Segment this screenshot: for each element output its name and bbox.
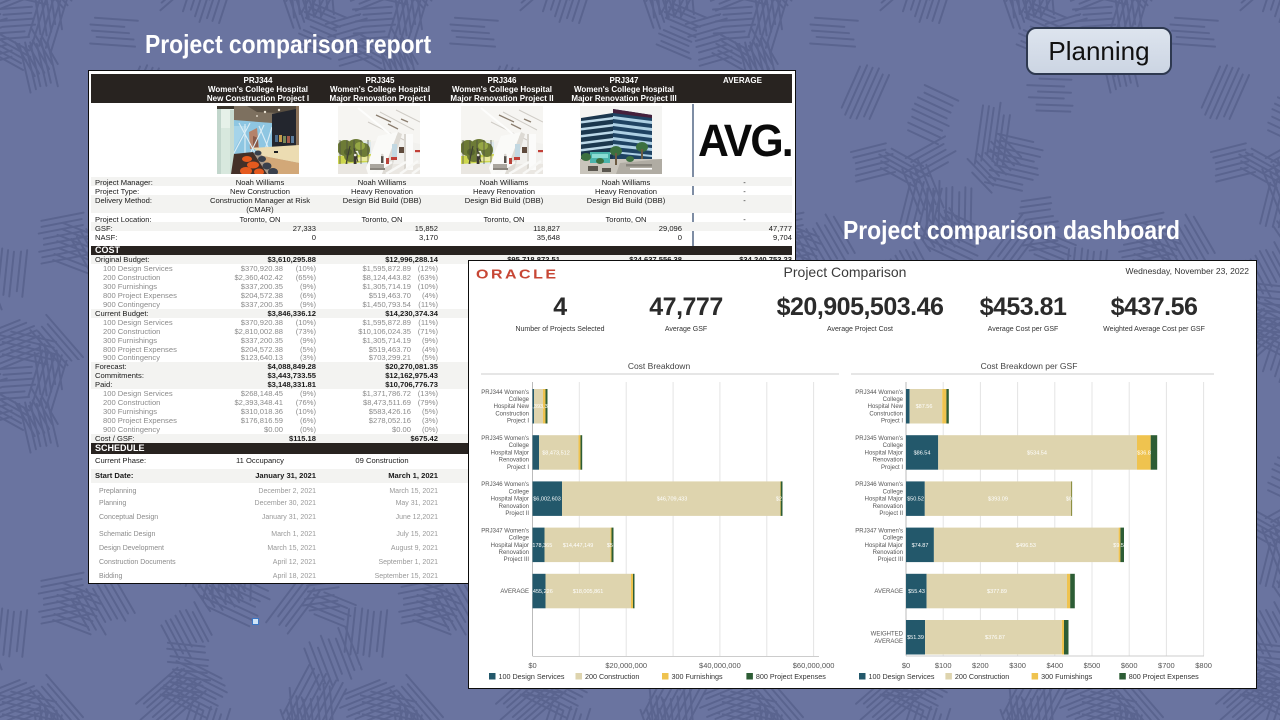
svg-text:$700: $700 [1158,661,1175,670]
svg-text:$800: $800 [1195,661,1212,670]
svg-text:Hospital Major: Hospital Major [865,543,903,549]
svg-text:$393.09: $393.09 [988,497,1008,503]
svg-text:$51.39: $51.39 [907,635,924,641]
svg-text:$200: $200 [972,661,989,670]
svg-text:$55.43: $55.43 [908,589,925,595]
svg-text:$400: $400 [1046,661,1063,670]
svg-text:$2,178,365: $2,178,365 [525,543,553,549]
svg-text:$300: $300 [1009,661,1026,670]
svg-text:100 Design Services: 100 Design Services [869,672,935,681]
svg-text:300 Furnishings: 300 Furnishings [1041,672,1093,681]
svg-text:200 Construction: 200 Construction [955,672,1009,681]
svg-text:Hospital Major: Hospital Major [491,497,529,503]
svg-text:800 Project Expenses: 800 Project Expenses [1129,672,1199,681]
svg-text:$2,393,348: $2,393,348 [526,404,554,410]
svg-text:AVERAGE: AVERAGE [874,639,903,645]
svg-text:Hospital Major: Hospital Major [491,451,529,457]
svg-text:PRJ346 Women's: PRJ346 Women's [481,482,529,488]
svg-text:AVERAGE: AVERAGE [500,589,529,595]
svg-text:WEIGHTED: WEIGHTED [871,632,904,638]
svg-text:$376.87: $376.87 [985,635,1005,641]
svg-text:$20,000,000: $20,000,000 [605,661,647,670]
svg-text:Hospital Major: Hospital Major [491,543,529,549]
svg-text:$46,709,433: $46,709,433 [657,497,688,503]
svg-text:$9.5: $9.5 [1113,543,1124,549]
svg-text:PRJ344 Women's: PRJ344 Women's [481,390,529,396]
svg-text:$14,447,149: $14,447,149 [563,543,594,549]
svg-text:Project III: Project III [504,557,530,563]
svg-text:$86.54: $86.54 [914,451,931,457]
svg-text:Construction: Construction [869,412,903,418]
svg-text:College: College [509,443,530,449]
svg-text:Hospital Major: Hospital Major [865,497,903,503]
svg-text:College: College [883,536,904,542]
svg-text:Project II: Project II [505,511,529,517]
svg-text:$40,000,000: $40,000,000 [699,661,741,670]
svg-text:College: College [883,397,904,403]
svg-text:$36.8: $36.8 [1137,451,1151,457]
svg-text:$6,002,603: $6,002,603 [533,497,561,503]
svg-text:College: College [509,397,530,403]
svg-text:$600: $600 [1121,661,1138,670]
svg-text:$0: $0 [902,661,910,670]
svg-text:Project II: Project II [879,511,903,517]
svg-text:Renovation: Renovation [873,550,903,556]
svg-text:Renovation: Renovation [499,504,529,510]
svg-text:Renovation: Renovation [873,458,903,464]
svg-text:Renovation: Renovation [499,458,529,464]
svg-text:PRJ345 Women's: PRJ345 Women's [855,436,903,442]
svg-text:$377.89: $377.89 [987,589,1007,595]
svg-text:College: College [509,490,530,496]
svg-text:Hospital Major: Hospital Major [865,451,903,457]
svg-text:College: College [883,443,904,449]
svg-text:Renovation: Renovation [499,550,529,556]
svg-text:AVERAGE: AVERAGE [874,589,903,595]
svg-text:300 Furnishings: 300 Furnishings [672,672,724,681]
svg-text:PRJ347 Women's: PRJ347 Women's [855,528,903,534]
svg-text:200 Construction: 200 Construction [585,672,639,681]
svg-text:800 Project Expenses: 800 Project Expenses [756,672,826,681]
svg-text:PRJ346 Women's: PRJ346 Women's [855,482,903,488]
svg-text:$496.53: $496.53 [1016,543,1036,549]
svg-text:Construction: Construction [495,412,529,418]
svg-text:$5: $5 [607,543,613,549]
svg-text:$534.54: $534.54 [1027,451,1047,457]
svg-text:$18,005,861: $18,005,861 [573,589,604,595]
svg-text:Hospital New: Hospital New [494,404,530,410]
svg-text:Project I: Project I [881,465,903,471]
svg-text:Project III: Project III [878,557,904,563]
svg-text:PRJ347 Women's: PRJ347 Women's [481,528,529,534]
svg-text:Project I: Project I [881,419,903,425]
svg-text:$87.56: $87.56 [916,404,933,410]
svg-text:$0: $0 [528,661,536,670]
svg-text:Project I: Project I [507,465,529,471]
svg-text:$2: $2 [776,497,782,503]
svg-text:College: College [883,490,904,496]
svg-text:Project I: Project I [507,419,529,425]
svg-text:$2,455,226: $2,455,226 [525,589,553,595]
svg-text:PRJ345 Women's: PRJ345 Women's [481,436,529,442]
svg-text:100 Design Services: 100 Design Services [499,672,565,681]
svg-text:PRJ344 Women's: PRJ344 Women's [855,390,903,396]
svg-text:$500: $500 [1084,661,1101,670]
svg-text:$100: $100 [935,661,952,670]
svg-text:$60,000,000: $60,000,000 [793,661,835,670]
svg-text:College: College [509,536,530,542]
svg-text:$74.87: $74.87 [912,543,929,549]
svg-text:Hospital New: Hospital New [868,404,904,410]
svg-text:$8,473,512: $8,473,512 [542,451,570,457]
svg-text:Renovation: Renovation [873,504,903,510]
svg-text:$50.52: $50.52 [907,497,924,503]
svg-text:$0: $0 [1066,497,1072,503]
